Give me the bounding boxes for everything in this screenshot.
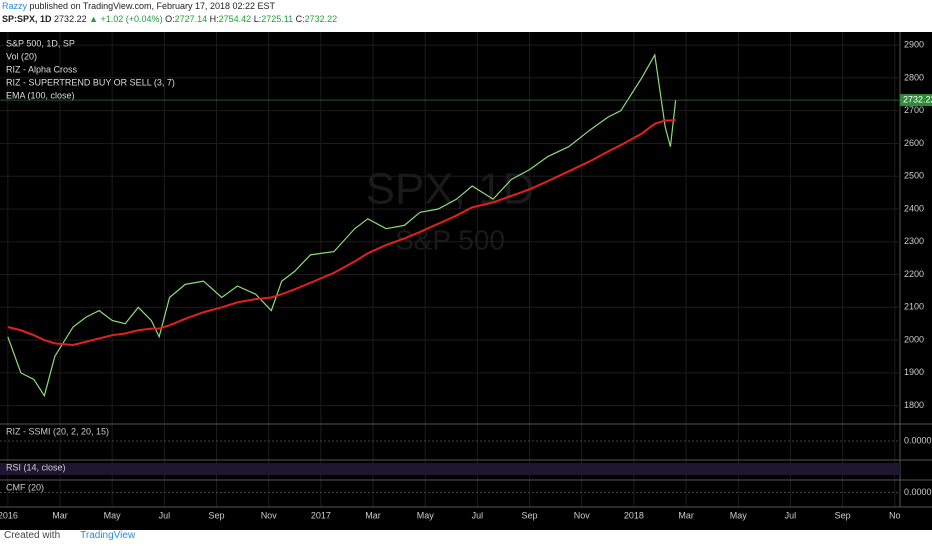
legend-entry: RIZ - Alpha Cross [6, 64, 78, 74]
legend-entry: Vol (20) [6, 51, 37, 61]
panel-label: CMF (20) [6, 482, 44, 492]
watermark-name: S&P 500 [395, 224, 505, 255]
legend-entry: S&P 500, 1D, SP [6, 38, 75, 48]
symbol: SP:SPX, 1D [2, 14, 52, 24]
ohlc-key: L: [253, 14, 262, 24]
x-tick-label: 2016 [0, 510, 18, 520]
x-tick-label: 2018 [624, 510, 644, 520]
header: Razzy published on TradingView.com, Febr… [2, 0, 932, 32]
brand[interactable]: TradingView [80, 530, 136, 541]
y-tick-label: 2000 [904, 334, 924, 344]
ohlc-value: 2754.42 [218, 14, 252, 24]
last: 2732.22 [54, 14, 87, 24]
ohlc-key: O: [165, 14, 175, 24]
footer: Created with TradingView [4, 530, 135, 541]
y-tick-label: 2300 [904, 236, 924, 246]
x-tick-label: May [417, 510, 435, 520]
panel-scale: 0.0000 [904, 487, 932, 497]
watermark-symbol: SPX, 1D [366, 165, 535, 214]
y-tick-label: 2900 [904, 39, 924, 49]
x-tick-label: Sep [209, 510, 225, 520]
x-tick-label: May [730, 510, 748, 520]
x-tick-label: Mar [52, 510, 68, 520]
ohlc-key: C: [295, 14, 305, 24]
y-tick-label: 2500 [904, 171, 924, 181]
x-tick-label: Jul [472, 510, 484, 520]
y-tick-label: 2700 [904, 105, 924, 115]
x-tick-label: Nov [261, 510, 278, 520]
published: published on TradingView.com, February 1… [29, 1, 276, 11]
legend-entry: RIZ - SUPERTREND BUY OR SELL (3, 7) [6, 77, 175, 87]
ohlc-value: 2725.11 [261, 14, 294, 24]
x-tick-label: Jul [159, 510, 171, 520]
y-tick-label: 2200 [904, 269, 924, 279]
y-tick-label: 2100 [904, 302, 924, 312]
panel-scale: 0.0000 [904, 435, 932, 445]
ohlc-value: 2732.22 [304, 14, 338, 24]
panel-label: RIZ - SSMI (20, 2, 20, 15) [6, 426, 109, 436]
chart: SPX, 1D S&P 500 2016 Mar May Jul Sep Nov 2017 M… [0, 32, 932, 530]
legend-entry: EMA (100, close) [6, 90, 75, 100]
y-tick-label: 2800 [904, 72, 924, 82]
y-tick-label: 1900 [904, 367, 924, 377]
series-line [7, 118, 676, 347]
y-tick-label: 2600 [904, 138, 924, 148]
x-tick-label: May [104, 510, 122, 520]
x-tick-label: Sep [522, 510, 538, 520]
quote-line: SP:SPX, 1D 2732.22 ▲ +1.02 (+0.04%) O:27… [2, 13, 932, 26]
series-line [7, 53, 677, 398]
x-tick-label: Mar [365, 510, 381, 520]
last-price-box [900, 94, 932, 107]
y-tick-label: 2400 [904, 203, 924, 213]
x-tick-label: Nov [574, 510, 591, 520]
publish-line: Razzy published on TradingView.com, Febr… [2, 0, 932, 13]
ohlc-key: H: [209, 14, 219, 24]
x-tick-label: Jul [785, 510, 797, 520]
rsi-band [0, 463, 900, 475]
x-tick-label: No [889, 510, 901, 520]
x-tick-label: Sep [835, 510, 851, 520]
x-tick-label: 2017 [311, 510, 331, 520]
x-tick-label: Mar [678, 510, 694, 520]
last-price-label: 2732.22 [903, 94, 932, 104]
y-tick-label: 1800 [904, 400, 924, 410]
ohlc-value: 2727.14 [174, 14, 208, 24]
ohlc: O:2727.14 H:2754.42 L:2725.11 C:2732.22 [165, 14, 337, 24]
created: Created with [4, 530, 61, 541]
publisher[interactable]: Razzy [2, 1, 28, 11]
panel-label: RSI (14, close) [6, 462, 66, 472]
background [0, 32, 932, 530]
change: ▲ +1.02 (+0.04%) [89, 14, 163, 24]
